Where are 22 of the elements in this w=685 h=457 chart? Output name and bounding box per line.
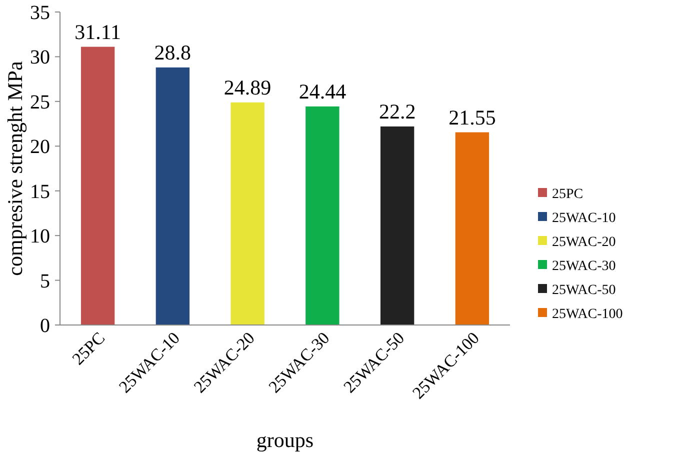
- legend-label: 25WAC-20: [552, 234, 616, 250]
- y-tick-label: 35: [30, 2, 50, 24]
- data-label: 22.2: [378, 99, 416, 124]
- legend-label: 25WAC-30: [552, 258, 616, 274]
- y-tick-label: 30: [30, 46, 50, 69]
- legend-label: 25WAC-100: [552, 306, 623, 322]
- legend-label: 25WAC-10: [552, 210, 616, 226]
- y-tick-label: 20: [30, 136, 50, 158]
- y-tick-label: 5: [40, 270, 50, 292]
- data-label: 28.8: [154, 40, 192, 64]
- legend-label: 25PC: [552, 186, 584, 202]
- data-label: 24.89: [224, 75, 272, 100]
- y-tick-label: 15: [30, 180, 50, 203]
- y-axis-title: compresive strenght MPa: [3, 60, 27, 276]
- y-tick-label: 10: [30, 226, 50, 248]
- legend-label: 25WAC-50: [552, 282, 616, 298]
- data-label: 31.11: [74, 20, 122, 44]
- data-label: 24.44: [298, 79, 347, 104]
- x-axis-title: groups: [256, 428, 314, 452]
- y-tick-label: 0: [40, 315, 50, 337]
- y-tick-label: 25: [30, 91, 50, 114]
- data-label: 21.55: [448, 105, 496, 130]
